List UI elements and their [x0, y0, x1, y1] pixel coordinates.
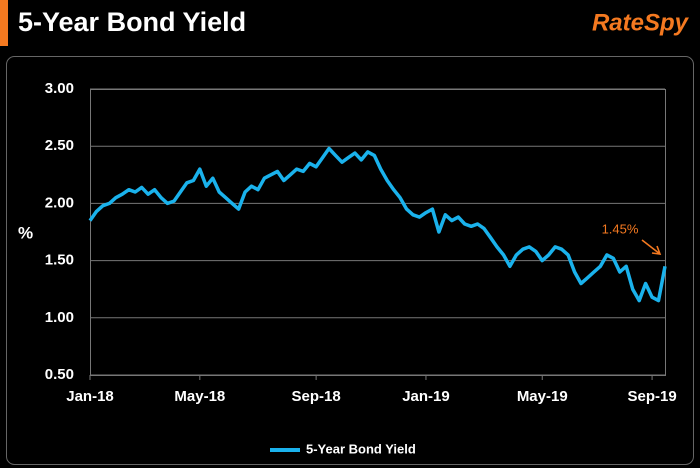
- y-tick-label: 3.00: [45, 80, 74, 97]
- x-tick-label: Jan-19: [402, 388, 450, 405]
- annotation-arrow: [641, 239, 662, 255]
- annotation: 1.45%: [602, 221, 639, 236]
- data-line: [88, 146, 667, 303]
- x-tick-label: Jan-18: [66, 388, 114, 405]
- chart-title: 5-Year Bond Yield: [18, 7, 246, 37]
- brand-logo: RateSpy: [592, 9, 690, 36]
- x-tick-label: Sep-19: [627, 388, 676, 405]
- y-tick-label: 2.00: [45, 194, 74, 211]
- y-tick-label: 1.00: [45, 309, 74, 326]
- header-accent: [0, 0, 8, 46]
- y-tick-label: 0.50: [45, 366, 74, 383]
- y-tick-label: 2.50: [45, 137, 74, 154]
- y-axis-label: %: [18, 223, 33, 242]
- legend-label: 5-Year Bond Yield: [306, 441, 416, 456]
- y-tick-label: 1.50: [45, 252, 74, 269]
- x-tick-label: Sep-18: [292, 388, 341, 405]
- x-tick-label: May-18: [174, 388, 225, 405]
- x-tick-label: May-19: [517, 388, 568, 405]
- plot-area: [90, 89, 666, 376]
- chart-frame: [6, 56, 694, 465]
